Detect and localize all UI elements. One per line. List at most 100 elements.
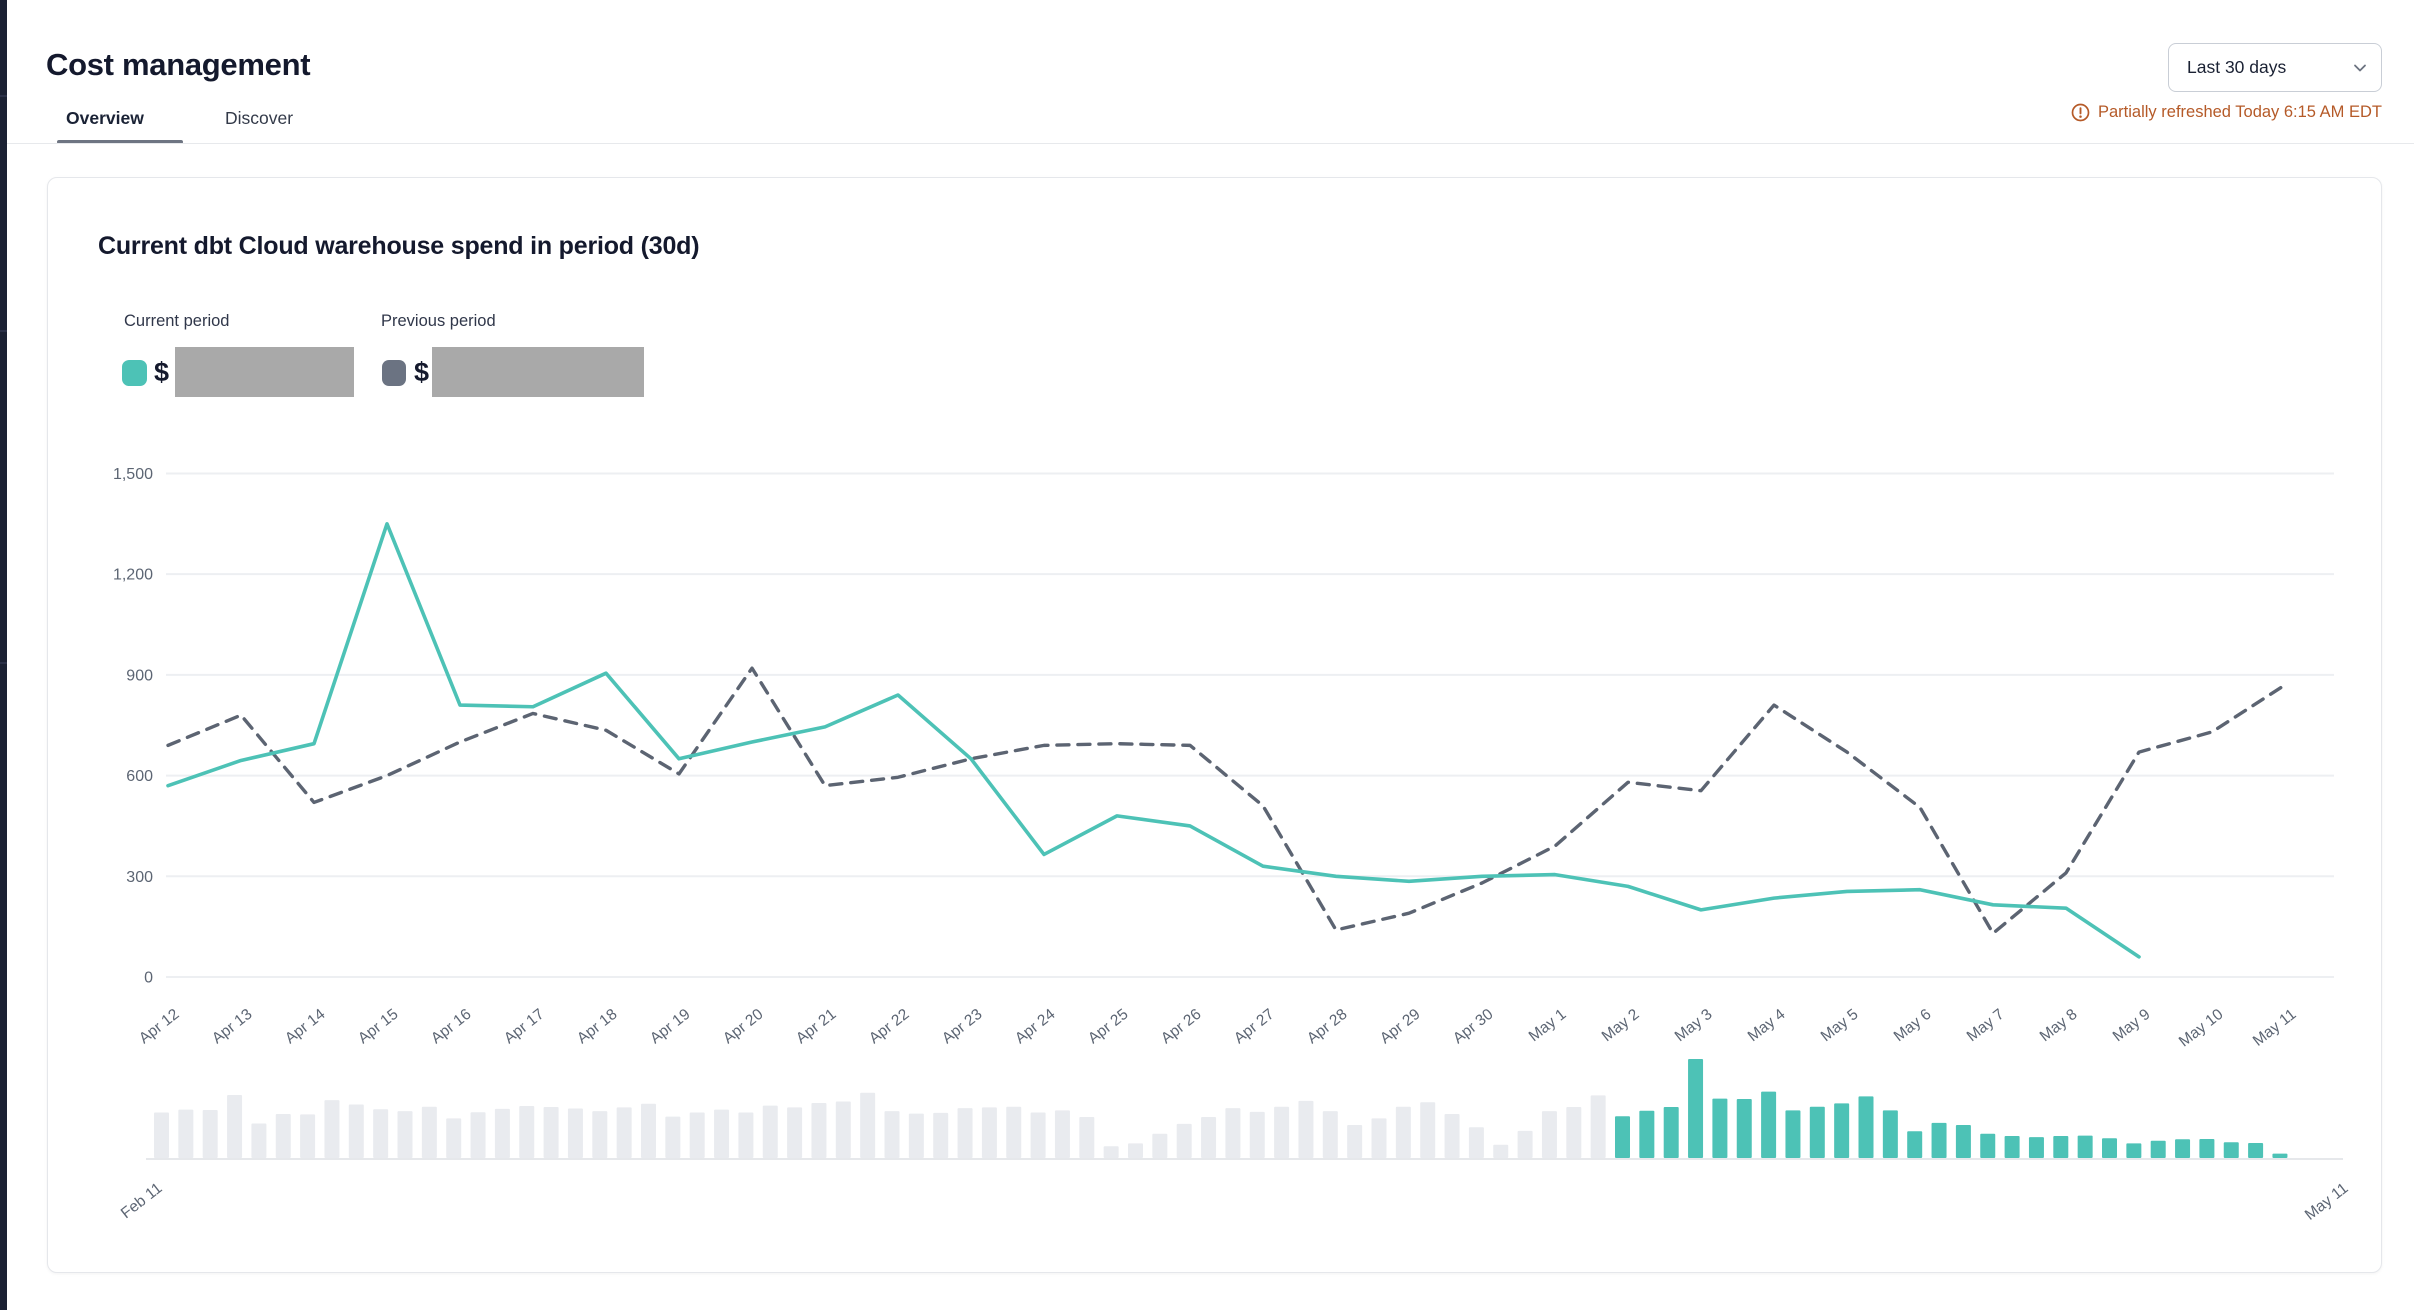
minimap-bar-unselected[interactable]: [348, 1104, 364, 1158]
minimap-bar-unselected[interactable]: [275, 1114, 291, 1158]
minimap-bar-unselected[interactable]: [1444, 1114, 1460, 1158]
x-axis-label: Apr 28: [1304, 1006, 1350, 1048]
minimap-bar-selected[interactable]: [1834, 1103, 1850, 1158]
minimap-bar-selected[interactable]: [1980, 1133, 1996, 1158]
minimap-bar-unselected[interactable]: [787, 1107, 803, 1158]
minimap-bar-unselected[interactable]: [567, 1108, 583, 1158]
tab-discover[interactable]: Discover: [225, 108, 294, 128]
y-axis-label: 1,500: [113, 466, 153, 483]
minimap-bar-selected[interactable]: [1955, 1125, 1971, 1158]
minimap-bar-selected[interactable]: [2004, 1136, 2020, 1158]
minimap-bar-selected[interactable]: [2223, 1142, 2239, 1158]
minimap-bar-unselected[interactable]: [494, 1108, 510, 1158]
x-axis-label: Apr 16: [428, 1006, 474, 1048]
minimap-bar-unselected[interactable]: [251, 1123, 267, 1158]
minimap-bar-unselected[interactable]: [592, 1111, 608, 1158]
minimap-bar-unselected[interactable]: [1274, 1106, 1290, 1158]
minimap-bar-unselected[interactable]: [543, 1107, 559, 1158]
minimap-bar-unselected[interactable]: [421, 1106, 437, 1158]
minimap-bar-selected[interactable]: [1712, 1098, 1728, 1158]
minimap-bar-selected[interactable]: [2077, 1135, 2093, 1158]
minimap-bar-unselected[interactable]: [689, 1112, 705, 1158]
minimap-bar-unselected[interactable]: [957, 1108, 973, 1158]
minimap-bar-selected[interactable]: [1663, 1107, 1679, 1158]
spend-card: Current dbt Cloud warehouse spend in per…: [47, 177, 2382, 1273]
minimap-bar-selected[interactable]: [1882, 1110, 1898, 1158]
minimap-bar-unselected[interactable]: [1322, 1111, 1338, 1158]
minimap-bar-unselected[interactable]: [154, 1112, 169, 1158]
minimap-bar-unselected[interactable]: [1054, 1110, 1070, 1158]
minimap-bar-selected[interactable]: [2053, 1136, 2069, 1158]
minimap-bar-unselected[interactable]: [227, 1094, 243, 1158]
minimap-bar-unselected[interactable]: [446, 1118, 462, 1158]
minimap-bar-unselected[interactable]: [1006, 1106, 1022, 1158]
minimap-bar-unselected[interactable]: [981, 1107, 997, 1158]
minimap-bar-unselected[interactable]: [1468, 1127, 1484, 1158]
minimap-bar-unselected[interactable]: [1566, 1107, 1582, 1158]
minimap-bar-unselected[interactable]: [1176, 1123, 1192, 1158]
minimap-bar-unselected[interactable]: [1298, 1100, 1314, 1158]
minimap-bar-unselected[interactable]: [1249, 1111, 1265, 1158]
minimap-bar-unselected[interactable]: [373, 1109, 389, 1158]
minimap-bar-selected[interactable]: [1858, 1096, 1874, 1158]
minimap-bar-unselected[interactable]: [519, 1105, 535, 1158]
minimap-bar-unselected[interactable]: [1079, 1116, 1095, 1158]
minimap-bar-selected[interactable]: [2126, 1143, 2142, 1158]
period-select[interactable]: Last 30 days: [2168, 43, 2382, 92]
minimap-bar-selected[interactable]: [2028, 1137, 2044, 1158]
minimap-bar-unselected[interactable]: [714, 1109, 730, 1158]
tab-overview[interactable]: Overview: [66, 108, 144, 128]
minimap-bar-unselected[interactable]: [835, 1101, 851, 1158]
minimap-bar-selected[interactable]: [1907, 1131, 1923, 1158]
minimap-bar-selected[interactable]: [1785, 1110, 1801, 1158]
minimap-bar-unselected[interactable]: [202, 1109, 218, 1158]
x-axis-label: Apr 25: [1085, 1006, 1131, 1048]
minimap-bar-unselected[interactable]: [616, 1107, 632, 1158]
minimap-bar-unselected[interactable]: [1347, 1125, 1363, 1158]
minimap-bar-selected[interactable]: [1931, 1122, 1947, 1158]
minimap-bar-unselected[interactable]: [933, 1112, 949, 1158]
minimap-bar-unselected[interactable]: [1225, 1108, 1241, 1158]
minimap-bar-unselected[interactable]: [1103, 1146, 1119, 1158]
legend-swatch-current: [122, 360, 147, 386]
minimap-bar-unselected[interactable]: [1420, 1102, 1436, 1158]
minimap-bar-unselected[interactable]: [178, 1109, 194, 1158]
minimap-bar-unselected[interactable]: [1590, 1095, 1606, 1158]
minimap-bar-unselected[interactable]: [1371, 1118, 1387, 1158]
minimap-bar-selected[interactable]: [1809, 1106, 1825, 1158]
minimap-bar-unselected[interactable]: [1517, 1130, 1533, 1158]
minimap-bar-unselected[interactable]: [762, 1105, 778, 1158]
minimap-bar-selected[interactable]: [2199, 1138, 2215, 1158]
minimap-bar-unselected[interactable]: [1128, 1143, 1143, 1158]
minimap-bar-selected[interactable]: [1639, 1110, 1655, 1158]
minimap-bar-selected[interactable]: [2248, 1142, 2264, 1158]
minimap-bar-unselected[interactable]: [884, 1111, 900, 1158]
minimap-bar-selected[interactable]: [1736, 1098, 1752, 1158]
minimap-bar-unselected[interactable]: [300, 1114, 316, 1158]
minimap-bar-selected[interactable]: [2150, 1140, 2166, 1158]
minimap-bar-unselected[interactable]: [1152, 1133, 1168, 1158]
minimap-bar-unselected[interactable]: [908, 1113, 924, 1158]
minimap-bar-unselected[interactable]: [1493, 1144, 1509, 1158]
minimap-bar-unselected[interactable]: [1395, 1106, 1411, 1158]
minimap-bar-unselected[interactable]: [1201, 1116, 1217, 1158]
minimap-bar-selected[interactable]: [2272, 1153, 2288, 1158]
minimap-bar-unselected[interactable]: [665, 1116, 681, 1158]
minimap-bar-selected[interactable]: [1761, 1091, 1777, 1158]
minimap-bar-unselected[interactable]: [1030, 1112, 1046, 1158]
minimap-bar-unselected[interactable]: [470, 1112, 486, 1158]
minimap-bar-unselected[interactable]: [860, 1092, 876, 1158]
minimap-bar-unselected[interactable]: [1541, 1111, 1557, 1158]
minimap-bar-selected[interactable]: [2175, 1139, 2191, 1158]
x-axis-label: May 11: [2250, 1006, 2300, 1050]
minimap-bar-unselected[interactable]: [397, 1111, 413, 1158]
minimap-brush[interactable]: Feb 11 May 11: [118, 1059, 2352, 1224]
minimap-bar-selected[interactable]: [2102, 1138, 2117, 1158]
minimap-bar-selected[interactable]: [1688, 1059, 1704, 1158]
minimap-bar-unselected[interactable]: [738, 1112, 754, 1158]
x-axis-label: Apr 27: [1231, 1006, 1277, 1048]
minimap-bar-unselected[interactable]: [811, 1103, 827, 1158]
minimap-bar-unselected[interactable]: [324, 1100, 340, 1158]
minimap-bar-unselected[interactable]: [641, 1103, 656, 1158]
minimap-bar-selected[interactable]: [1615, 1116, 1630, 1158]
